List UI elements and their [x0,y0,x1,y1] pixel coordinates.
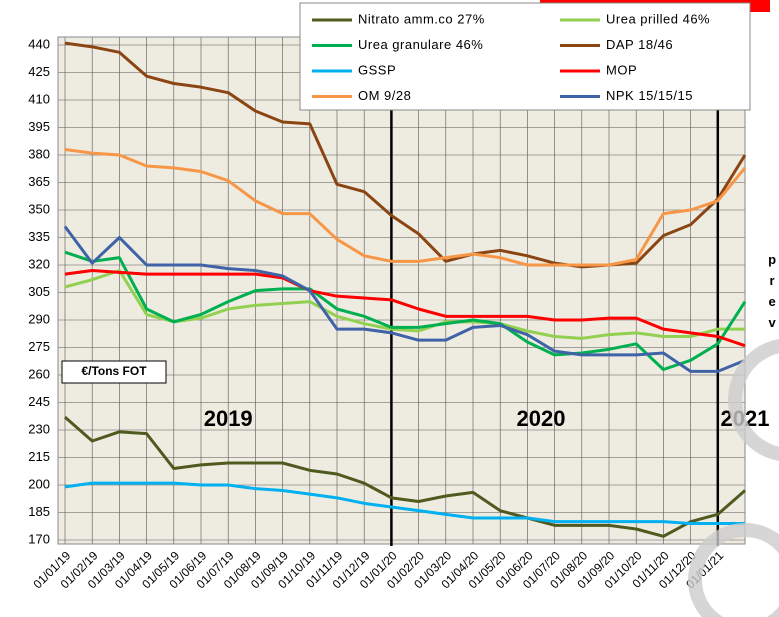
series-line [64,148,747,267]
legend-label: DAP 18/46 [606,37,673,52]
y-tick-label: 230 [28,421,50,436]
legend-label: Urea prilled 46% [606,11,710,26]
plot-background [58,37,745,544]
watermark [728,338,779,462]
y-tick-label: 245 [28,394,50,409]
legend-label: MOP [606,62,637,77]
series-line [64,416,746,538]
series-line [64,269,746,348]
y-tick-label: 380 [28,146,50,161]
plot-area [57,36,746,545]
y-tick-label: 395 [28,119,50,134]
legend-box [299,2,751,111]
watermark [688,523,779,617]
year-label: 2019 [204,406,253,431]
series-line [64,250,747,371]
y-tick-label: 170 [28,531,50,546]
y-tick-label: 200 [28,476,50,491]
legend-label: NPK 15/15/15 [606,88,693,103]
y-tick-label: 215 [28,449,50,464]
legend-label: Nitrato amm.co 27% [358,11,485,26]
series-line [64,481,745,525]
unit-label: €/Tons FOT [81,364,147,378]
y-tick-label: 275 [28,339,50,354]
series-line [63,225,746,373]
y-tick-label: 320 [28,256,50,271]
legend-label: OM 9/28 [358,88,411,103]
y-tick-label: 350 [28,201,50,216]
unit-box [61,360,167,384]
series-line [64,41,747,269]
y-tick-label: 410 [28,91,50,106]
side-annotation: prev [765,252,779,336]
y-tick-label: 440 [28,36,50,51]
y-tick-label: 365 [28,174,50,189]
y-tick-label: 425 [28,64,50,79]
y-tick-label: 260 [28,366,50,381]
year-label: 2020 [517,406,566,431]
legend-label: Urea granulare 46% [358,37,483,52]
y-tick-label: 185 [28,504,50,519]
y-tick-label: 335 [28,229,50,244]
y-tick-label: 305 [28,284,50,299]
y-tick-label: 290 [28,311,50,326]
legend-label: GSSP [358,62,396,77]
